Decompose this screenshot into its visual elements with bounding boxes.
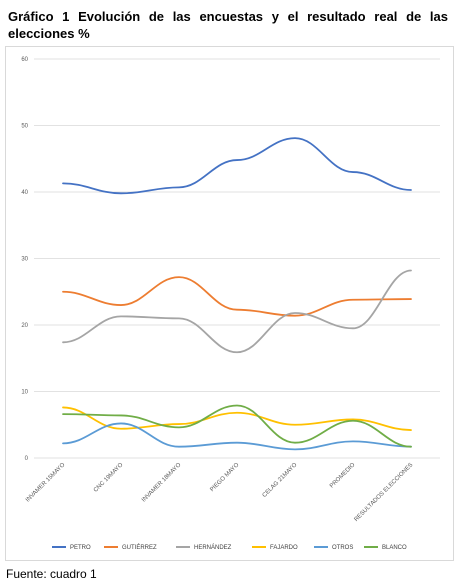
y-tick-label: 30: [21, 257, 28, 263]
x-category-label: INVAMER 18MAYO: [141, 462, 183, 504]
y-tick-label: 20: [21, 323, 28, 329]
y-tick-label: 60: [21, 57, 28, 63]
x-category-label: PROMEDIO: [329, 462, 357, 490]
x-category-label: CNC 19MAYO: [93, 462, 125, 494]
x-axis-category-labels: INVAMER 15MAYO CNC 19MAYO INVAMER 18MAYO PI…: [25, 462, 414, 523]
source-note: Fuente: cuadro 1: [6, 567, 97, 581]
y-tick-label: 50: [21, 124, 28, 130]
chart-frame: [5, 46, 454, 561]
legend-label: GUTIÉRREZ: [122, 544, 157, 551]
x-category-label: INVAMER 15MAYO: [25, 462, 67, 504]
legend-label: FAJARDO: [270, 545, 298, 551]
y-axis-tick-labels: 0 10 20 30 40 50 60: [21, 57, 28, 462]
y-tick-label: 0: [25, 456, 29, 462]
x-category-label: PIEGO MAYO: [209, 462, 240, 493]
x-category-label: RESULTADOS ELECCIONES: [354, 462, 415, 523]
y-tick-label: 10: [21, 390, 28, 396]
legend-label: HERNÁNDEZ: [194, 544, 232, 551]
series-lines: [62, 137, 412, 451]
series-line-gutiérrez: [62, 276, 412, 317]
legend-label: BLANCO: [382, 545, 407, 551]
legend: PETRO GUTIÉRREZ HERNÁNDEZ FAJARDO OTROS BLANC…: [52, 544, 407, 551]
legend-label: OTROS: [332, 545, 353, 551]
chart-title: Gráfico 1 Evolución de las encuestas y e…: [8, 9, 448, 41]
y-tick-label: 40: [21, 190, 28, 196]
series-line-petro: [62, 137, 412, 195]
series-line-fajardo: [62, 406, 412, 431]
series-line-otros: [62, 422, 412, 451]
legend-label: PETRO: [70, 545, 91, 551]
x-category-label: CELAG 21MAYO: [262, 462, 299, 499]
gridlines: [34, 58, 440, 459]
series-line-blanco: [62, 404, 412, 448]
series-line-hernández: [62, 269, 412, 354]
